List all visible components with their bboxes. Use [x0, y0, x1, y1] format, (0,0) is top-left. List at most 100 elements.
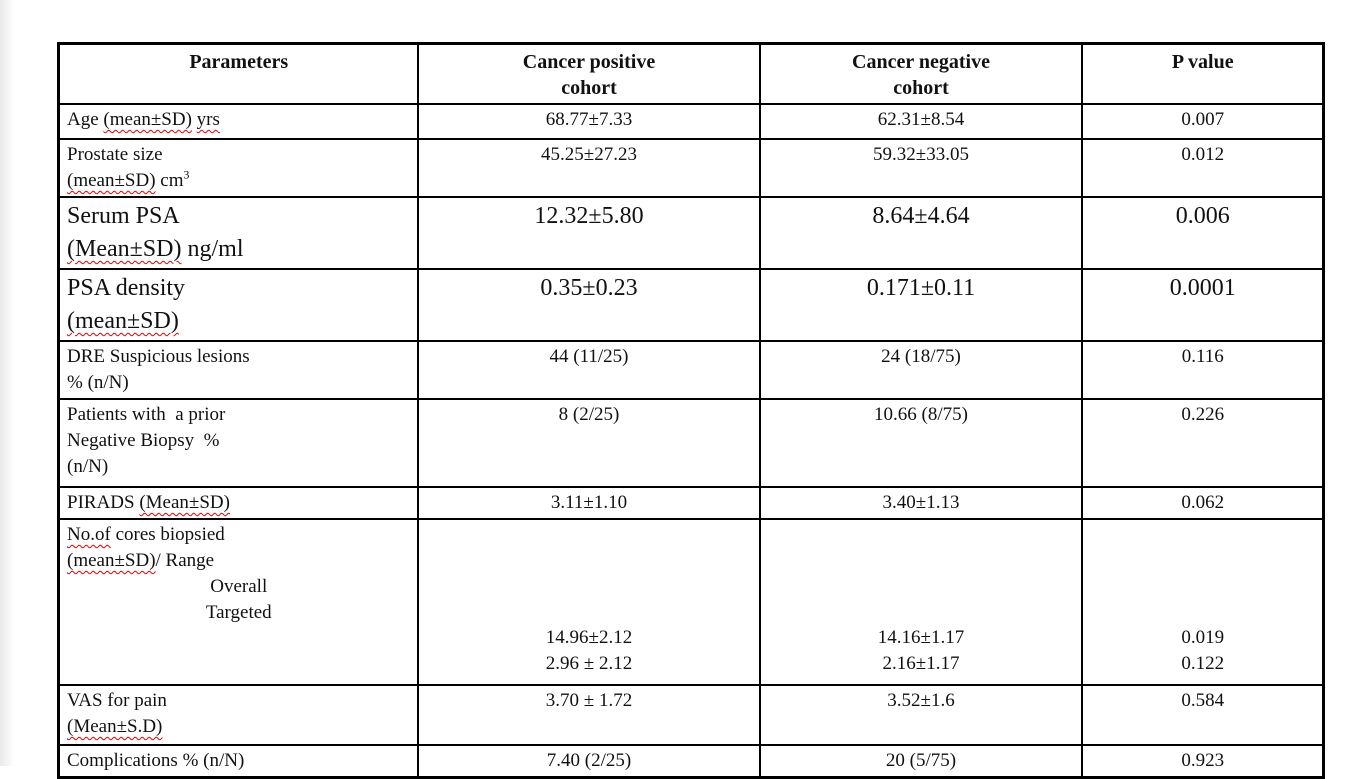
value-line: 12.32±5.80 [534, 203, 644, 229]
p-value-cell-cores-biopsied: 0.019 0.122 [1080, 518, 1325, 686]
value-line: 3.52±1.6 [887, 690, 955, 711]
param-line: PSA density [67, 272, 411, 305]
value-line: 0.923 [1181, 750, 1225, 771]
value-line: 10.66 (8/75) [874, 404, 968, 425]
value-line: 0.226 [1181, 404, 1225, 425]
p-value-cell-vas-pain: 0.584 [1080, 684, 1325, 746]
negative-cohort-cell-serum-psa: 8.64±4.64 [758, 196, 1083, 270]
param-cell-psa-density: PSA density (mean±SD) [57, 268, 419, 342]
negative-cohort-cell-psa-density: 0.171±0.11 [758, 268, 1083, 342]
param-text: Age [67, 109, 104, 130]
spellcheck-squiggle-text: (mean±SD) [67, 170, 156, 191]
param-line: % (n/N) [67, 370, 411, 396]
value-line: 8.64±4.64 [872, 203, 970, 229]
param-text: Complications % (n/N) [67, 750, 245, 771]
param-line: Serum PSA [67, 200, 411, 233]
value-line: 7.40 (2/25) [546, 750, 632, 771]
value-line: 0.584 [1181, 690, 1225, 711]
param-line: Complications % (n/N) [67, 748, 411, 774]
value-line: 0.012 [1181, 144, 1225, 165]
param-cell-prostate-size: Prostate size (mean±SD) cm3 [57, 138, 419, 198]
param-text: Targeted [205, 602, 272, 623]
p-value-cell-prostate-size: 0.012 [1080, 138, 1325, 198]
value-line: 68.77±7.33 [545, 109, 633, 130]
p-value-cell-age: 0.007 [1080, 103, 1325, 140]
header-cell-parameters: Parameters [57, 42, 419, 105]
param-text: Prostate size [67, 144, 163, 165]
p-value-cell-dre-suspicious-lesions: 0.116 [1080, 340, 1325, 400]
param-text: Patients with a prior [67, 404, 226, 425]
value-line: 0.019 [1181, 627, 1225, 648]
value-line: 44 (11/25) [549, 346, 629, 367]
param-text: % (n/N) [67, 372, 129, 393]
p-value-cell-complications: 0.923 [1080, 744, 1325, 779]
param-line: Targeted [67, 600, 411, 626]
param-cell-dre-suspicious-lesions: DRE Suspicious lesions % (n/N) [57, 340, 419, 400]
spellcheck-squiggle-text: (Mean±SD) [139, 492, 230, 513]
positive-cohort-cell-cores-biopsied: 14.96±2.12 2.96 ± 2.12 [416, 518, 761, 686]
cohort-comparison-table: Parameters Cancer positive cohort Cancer… [57, 42, 1325, 779]
param-text: PSA density [67, 275, 186, 301]
table-row-pirads: PIRADS (Mean±SD) 3.11±1.10 3.40±1.13 0.062 [57, 486, 1325, 520]
param-cell-age: Age (mean±SD) yrs [57, 103, 419, 140]
p-value-cell-psa-density: 0.0001 [1080, 268, 1325, 342]
value-line: 2.16±1.17 [882, 653, 960, 674]
header-cell-p-value: P value [1080, 42, 1325, 105]
header-label: Cancer positive [522, 51, 656, 73]
value-line: 0.062 [1181, 492, 1225, 513]
value-line: 0.122 [1181, 653, 1225, 674]
table-row-psa-density: PSA density (mean±SD) 0.35±0.23 0.171±0.11 0… [57, 268, 1325, 342]
negative-cohort-cell-cores-biopsied: 14.16±1.17 2.16±1.17 [758, 518, 1083, 686]
value-line: 0.007 [1181, 109, 1225, 130]
param-line: (n/N) [67, 454, 411, 480]
param-line: No.of cores biopsied [67, 522, 411, 548]
positive-cohort-cell-pirads: 3.11±1.10 [416, 486, 761, 520]
p-value-cell-pirads: 0.062 [1080, 486, 1325, 520]
positive-cohort-cell-psa-density: 0.35±0.23 [416, 268, 761, 342]
param-text: Serum PSA [67, 203, 180, 229]
negative-cohort-cell-prostate-size: 59.32±33.05 [758, 138, 1083, 198]
value-line: 8 (2/25) [558, 404, 620, 425]
spellcheck-squiggle-text: (mean±SD) [103, 109, 192, 130]
positive-cohort-cell-age: 68.77±7.33 [416, 103, 761, 140]
param-line: Patients with a prior [67, 402, 411, 428]
table-row-vas-pain: VAS for pain (Mean±S.D) 3.70 ± 1.72 3.52±1.… [57, 684, 1325, 746]
value-line: 3.11±1.10 [550, 492, 628, 513]
positive-cohort-cell-prostate-size: 45.25±27.23 [416, 138, 761, 198]
negative-cohort-cell-vas-pain: 3.52±1.6 [758, 684, 1083, 746]
param-text: cm [155, 170, 184, 191]
positive-cohort-cell-serum-psa: 12.32±5.80 [416, 196, 761, 270]
param-text: cores biopsied [110, 524, 225, 545]
value-line: 24 (18/75) [881, 346, 961, 367]
header-label: cohort [561, 77, 617, 99]
spellcheck-squiggle-text: (Mean±S.D) [67, 716, 163, 737]
positive-cohort-cell-complications: 7.40 (2/25) [416, 744, 761, 779]
header-label: Parameters [189, 51, 289, 73]
param-line: Overall [67, 574, 411, 600]
value-line: 14.96±2.12 [545, 627, 633, 648]
negative-cohort-cell-prior-negative-biopsy: 10.66 (8/75) [758, 398, 1083, 488]
value-line: 0.171±0.11 [866, 275, 976, 301]
param-text: (n/N) [67, 456, 109, 477]
value-line: 62.31±8.54 [877, 109, 965, 130]
param-cell-complications: Complications % (n/N) [57, 744, 419, 779]
p-value-cell-serum-psa: 0.006 [1080, 196, 1325, 270]
param-text: VAS for pain [67, 690, 167, 711]
table-row-prostate-size: Prostate size (mean±SD) cm3 45.25±27.23 59.… [57, 138, 1325, 198]
table-row-cores-biopsied: No.of cores biopsied (mean±SD)/ Range Over… [57, 518, 1325, 686]
value-line: 2.96 ± 2.12 [545, 653, 633, 674]
positive-cohort-cell-dre-suspicious-lesions: 44 (11/25) [416, 340, 761, 400]
param-cell-cores-biopsied: No.of cores biopsied (mean±SD)/ Range Over… [57, 518, 419, 686]
table-row-serum-psa: Serum PSA (Mean±SD) ng/ml 12.32±5.80 8.64±4… [57, 196, 1325, 270]
param-text: Negative Biopsy % [67, 430, 220, 451]
param-text: Overall [210, 576, 268, 597]
param-text: / Range [155, 550, 215, 571]
header-row: Parameters Cancer positive cohort Cancer… [57, 42, 1325, 105]
param-cell-serum-psa: Serum PSA (Mean±SD) ng/ml [57, 196, 419, 270]
table-body: Age (mean±SD) yrs 68.77±7.33 62.31±8.54 0.0… [57, 103, 1325, 779]
page-left-shade [0, 0, 14, 766]
table-row-prior-negative-biopsy: Patients with a prior Negative Biopsy % (n… [57, 398, 1325, 488]
value-line: 3.70 ± 1.72 [545, 690, 633, 711]
param-text: DRE Suspicious lesions [67, 346, 250, 367]
param-line: DRE Suspicious lesions [67, 344, 411, 370]
